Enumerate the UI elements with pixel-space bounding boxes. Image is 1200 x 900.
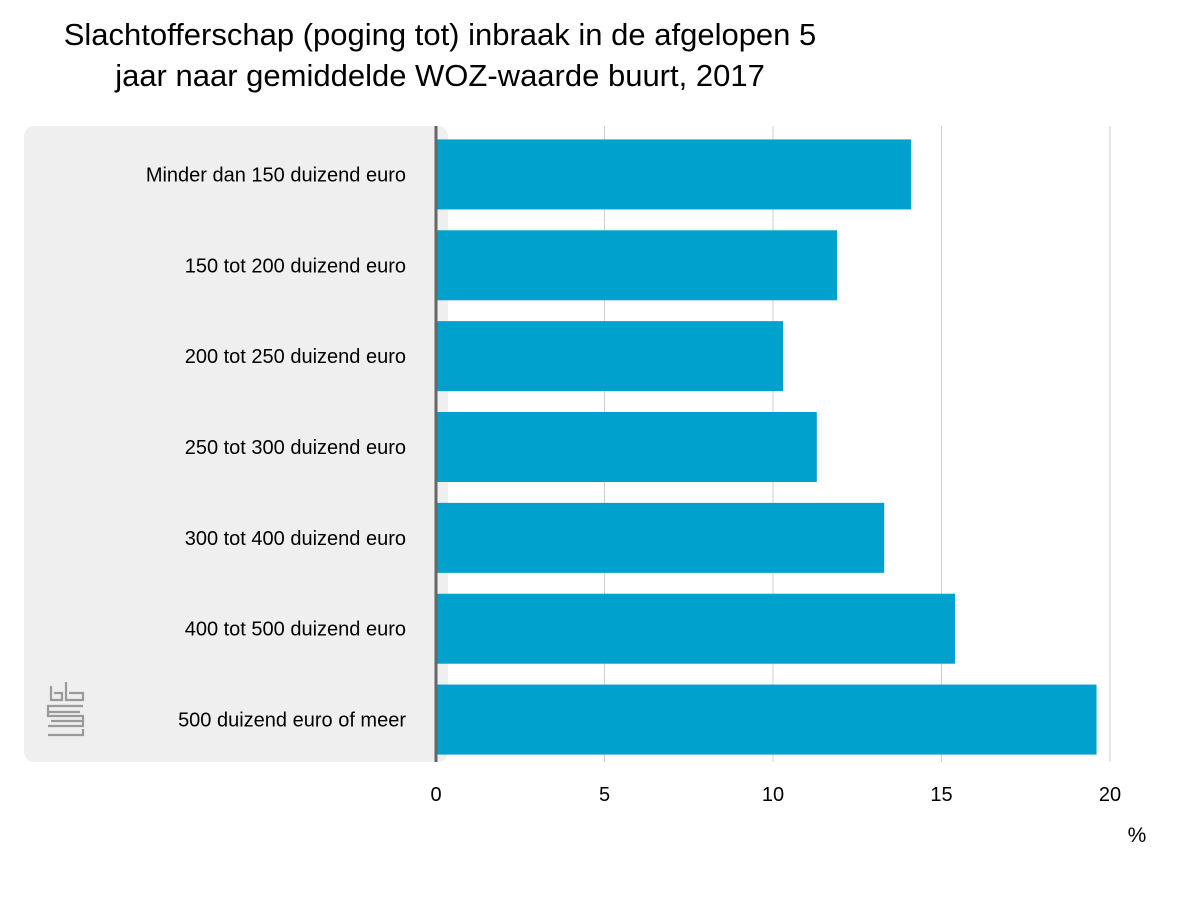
- x-tick-label: 5: [599, 784, 610, 806]
- category-label: 500 duizend euro of meer: [178, 710, 406, 732]
- x-axis-unit: %: [1128, 824, 1147, 847]
- cbs-logo-icon: [46, 682, 85, 737]
- category-label: 250 tot 300 duizend euro: [185, 437, 406, 459]
- category-label: Minder dan 150 duizend euro: [146, 164, 406, 186]
- bar: [436, 502, 885, 573]
- x-tick-label: 0: [430, 784, 441, 806]
- chart-title-line-1: Slachtofferschap (poging tot) inbraak in…: [63, 17, 817, 52]
- category-label: 200 tot 250 duizend euro: [185, 346, 406, 368]
- bar: [436, 593, 955, 664]
- x-tick-label: 15: [930, 784, 952, 806]
- bar: [436, 139, 912, 210]
- tick-labels: 0 5 10 15 20: [430, 784, 1121, 806]
- bar: [436, 321, 784, 392]
- chart-title: Slachtofferschap (poging tot) inbraak in…: [0, 14, 880, 96]
- category-label: 400 tot 500 duizend euro: [185, 619, 406, 641]
- label-panel: [24, 126, 448, 762]
- x-tick-label: 20: [1099, 784, 1121, 806]
- category-label: 300 tot 400 duizend euro: [185, 528, 406, 550]
- x-tick-label: 10: [762, 784, 784, 806]
- category-label: 150 tot 200 duizend euro: [185, 255, 406, 277]
- bar: [436, 684, 1097, 755]
- bar: [436, 412, 817, 482]
- category-labels: Minder dan 150 duizend euro 150 tot 200 d…: [146, 164, 407, 731]
- bar: [436, 230, 838, 301]
- bars: [436, 139, 1097, 755]
- chart-title-line-2: jaar naar gemiddelde WOZ-waarde buurt, 2…: [115, 58, 765, 93]
